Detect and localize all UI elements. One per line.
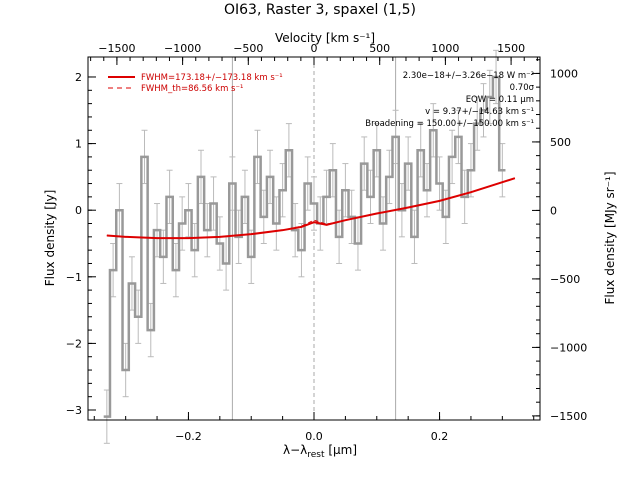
x-axis-label: λ−λrest [μm] xyxy=(283,443,357,460)
spectrum-line xyxy=(103,75,506,418)
y-tick-label: −1 xyxy=(66,271,82,284)
y-tick-label: −3 xyxy=(66,404,82,417)
x-tick-label: 0.0 xyxy=(305,430,323,443)
y-axis-label-left: Flux density [Jy] xyxy=(43,190,57,287)
x-tick-label: −0.2 xyxy=(175,430,202,443)
annotation-sigma: 0.70σ xyxy=(510,83,535,93)
top-tick-label: 1500 xyxy=(497,42,525,55)
right-tick-label: −1500 xyxy=(550,410,587,423)
annotation-velocity: v = 9.37+/−14.63 km s⁻¹ xyxy=(425,107,534,117)
top-tick-label: −1500 xyxy=(98,42,135,55)
fit-annotations: 2.30e−18+/−3.26e−18 W m⁻² 0.70σ EQW = 0.… xyxy=(365,71,534,129)
x-axis-label-main: λ−λ xyxy=(283,443,307,457)
y-tick-label: 2 xyxy=(75,71,82,84)
right-tick-label: 1000 xyxy=(550,67,578,80)
fit-th-line xyxy=(106,177,516,239)
top-tick-label: −1000 xyxy=(164,42,201,55)
annotation-eqw: EQW = 0.11 μm xyxy=(466,95,534,105)
top-tick-label: 1000 xyxy=(431,42,459,55)
top-axis-label: Velocity [km s⁻¹] xyxy=(275,31,375,45)
right-tick-label: 0 xyxy=(550,204,557,217)
right-tick-label: 500 xyxy=(550,136,571,149)
right-tick-label: −500 xyxy=(550,273,580,286)
right-tick-label: −1000 xyxy=(550,341,587,354)
y-axis-label-right: Flux density [MJy sr⁻¹] xyxy=(603,171,617,304)
legend-label-fwhm-th: FWHM_th=86.56 km s⁻¹ xyxy=(141,84,243,94)
top-tick-label: 500 xyxy=(369,42,390,55)
legend-label-fwhm: FWHM=173.18+/−173.18 km s⁻¹ xyxy=(141,73,283,83)
y-tick-label: 1 xyxy=(75,138,82,151)
annotation-broadening: Broadening = 150.00+/−150.00 km s⁻¹ xyxy=(365,119,534,129)
x-axis-label-unit: [μm] xyxy=(325,443,358,457)
fit-series xyxy=(106,177,516,240)
y-tick-label: 0 xyxy=(75,204,82,217)
chart-title: OI63, Raster 3, spaxel (1,5) xyxy=(224,2,416,18)
top-tick-label: −500 xyxy=(233,42,263,55)
x-tick-label: 0.2 xyxy=(431,430,449,443)
annotation-flux: 2.30e−18+/−3.26e−18 W m⁻² xyxy=(403,71,534,81)
y-tick-label: −2 xyxy=(66,337,82,350)
legend: FWHM=173.18+/−173.18 km s⁻¹ FWHM_th=86.5… xyxy=(108,73,283,94)
top-tick-label: 0 xyxy=(311,42,318,55)
reference-lines xyxy=(231,57,397,420)
spectrum-series xyxy=(103,49,506,444)
axes: −0.2 0.0 0.2 −3 −2 −1 0 1 2 −1500 −1000 −500 0 500 100… xyxy=(66,42,587,443)
x-axis-label-sub: rest xyxy=(307,450,325,460)
